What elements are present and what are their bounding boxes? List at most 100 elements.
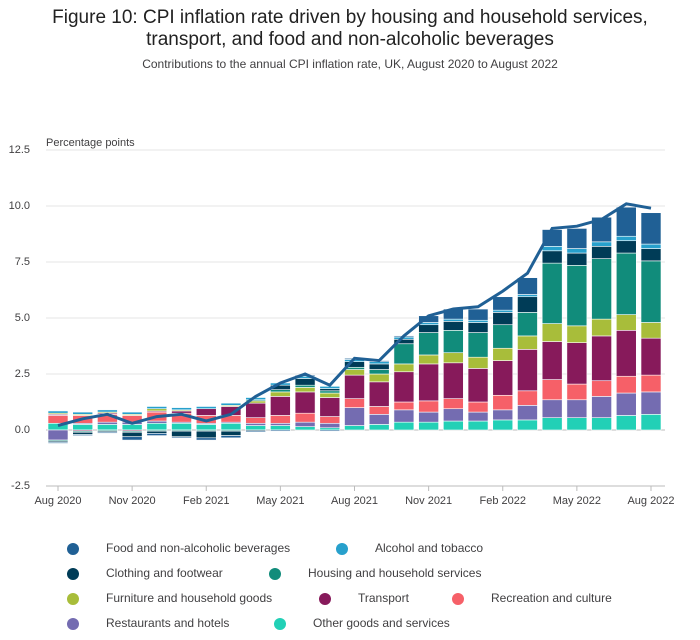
bar-segment <box>294 391 316 414</box>
bar-segment <box>566 383 588 401</box>
bar-segment <box>195 424 217 431</box>
bar-segment <box>368 381 390 407</box>
bar-segment <box>368 369 390 375</box>
bar-segment <box>591 246 612 259</box>
bar-segment <box>492 296 514 311</box>
x-tick-label: Nov 2021 <box>405 495 452 507</box>
bar-segment <box>418 363 439 402</box>
bar-segment <box>97 424 118 431</box>
bar-segment <box>517 349 538 392</box>
bar-segment <box>615 252 637 315</box>
bar-segment <box>541 417 563 431</box>
bar-segment <box>640 391 662 415</box>
bar-segment <box>294 426 316 431</box>
bar-segment <box>294 412 316 423</box>
bar-segment <box>640 260 662 323</box>
bar-segment <box>418 421 439 431</box>
bar-segment <box>195 408 217 416</box>
bar-segment <box>393 363 415 373</box>
x-tick-label: Aug 2020 <box>34 495 81 507</box>
bar-segment <box>492 312 514 326</box>
bar-segment <box>443 362 464 399</box>
legend-label: Restaurants and hotels <box>106 616 229 630</box>
bar-segment <box>294 384 316 388</box>
legend-marker <box>67 618 79 630</box>
bar-segment <box>245 417 266 424</box>
x-tick-label: Feb 2021 <box>183 495 229 507</box>
y-tick-label: 5.0 <box>15 312 30 324</box>
legend-label: Furniture and household goods <box>106 591 272 605</box>
bar-segment <box>319 429 341 432</box>
bar-segment <box>72 424 94 431</box>
bar-segment <box>368 406 390 415</box>
bar-segment <box>566 265 588 327</box>
bar-segment <box>492 347 514 361</box>
legend-label: Alcohol and tobacco <box>375 541 483 555</box>
bar-segment <box>566 252 588 266</box>
bar-segment <box>566 417 588 431</box>
bar-segment <box>344 374 365 399</box>
bar-segment <box>640 212 662 245</box>
bar-segment <box>97 421 118 425</box>
legend-marker <box>269 568 281 580</box>
bar-segment <box>72 411 94 415</box>
bar-segment <box>368 373 390 383</box>
bar-segment <box>615 375 637 394</box>
bar-segment <box>171 430 192 438</box>
bar-segment <box>640 322 662 339</box>
bar-segment <box>294 421 316 427</box>
bar-segment <box>319 427 341 431</box>
bar-segment <box>541 250 563 264</box>
bar-segment <box>344 369 365 376</box>
bar-segment <box>517 312 538 337</box>
bar-segment <box>517 335 538 350</box>
bar-segment <box>121 424 143 431</box>
bar-segment <box>195 437 217 441</box>
bar-segment <box>541 262 563 324</box>
bar-segment <box>319 397 341 417</box>
bar-segment <box>467 308 489 321</box>
bar-segment <box>368 424 390 431</box>
bar-segment <box>146 433 168 436</box>
bar-segment <box>541 246 563 252</box>
bar-segment <box>245 425 266 431</box>
bar-segment <box>591 380 612 397</box>
bar-segment <box>541 323 563 342</box>
y-axis-label: Percentage points <box>46 137 135 149</box>
bar-segment <box>517 294 538 298</box>
y-tick-label: 2.5 <box>15 368 30 380</box>
bar-segment <box>591 396 612 418</box>
bar-segment <box>97 409 118 413</box>
bar-segment <box>121 411 143 415</box>
bar-segment <box>443 398 464 410</box>
bar-segment <box>517 419 538 431</box>
x-tick-label: Aug 2022 <box>627 495 674 507</box>
bar-segment <box>467 332 489 358</box>
bar-segment <box>566 228 588 249</box>
bar-segment <box>344 425 365 431</box>
bar-segment <box>319 392 341 398</box>
legend-marker <box>319 593 331 605</box>
x-tick-label: May 2021 <box>256 495 304 507</box>
bar-segment <box>121 436 143 441</box>
bar-segment <box>319 416 341 424</box>
bar-segment <box>591 216 612 243</box>
bar-segment <box>146 408 168 412</box>
bar-segment <box>270 429 291 432</box>
bar-segment <box>270 415 291 424</box>
legend-label: Housing and household services <box>308 566 481 580</box>
bar-segment <box>566 399 588 418</box>
bar-segment <box>393 421 415 431</box>
bar-segment <box>47 429 69 441</box>
bar-segment <box>171 436 192 439</box>
bar-segment <box>591 417 612 431</box>
bar-segment <box>47 410 69 414</box>
legend-label: Transport <box>358 591 410 605</box>
bar-segment <box>245 422 266 426</box>
bar-segment <box>467 356 489 369</box>
bar-segment <box>443 408 464 422</box>
bar-segment <box>443 321 464 331</box>
bar-segment <box>319 422 341 429</box>
bar-segment <box>220 435 242 439</box>
bar-segment <box>270 396 291 416</box>
